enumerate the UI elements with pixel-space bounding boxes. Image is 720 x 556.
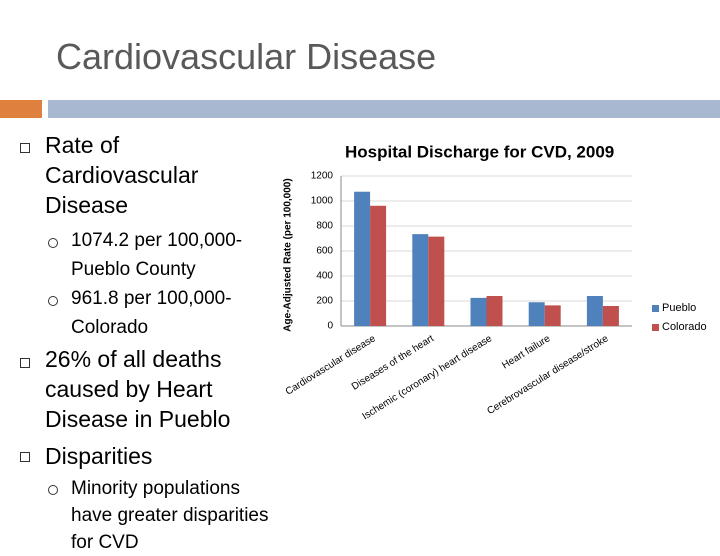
y-tick-label: 400: [316, 271, 333, 282]
x-tick-label: Heart failure: [500, 333, 552, 371]
bullet-text: Disparities: [45, 443, 153, 469]
bar: [412, 234, 429, 326]
bar: [602, 306, 619, 326]
sub-bullet-text: 1074.2 per 100,000- Pueblo County: [71, 230, 243, 280]
chart-title: Hospital Discharge for CVD, 2009: [345, 142, 614, 161]
bullet: [20, 143, 30, 153]
legend-label: Pueblo: [662, 302, 696, 314]
slide-title: Cardiovascular Disease: [56, 36, 437, 77]
sub-bullet-text: 961.8 per 100,000- Colorado: [71, 288, 232, 338]
legend-label: Colorado: [662, 321, 707, 333]
legend-swatch: [652, 305, 659, 312]
bar: [470, 297, 487, 326]
y-tick-label: 1200: [311, 171, 334, 182]
bar: [370, 205, 387, 326]
y-tick-label: 600: [316, 246, 333, 257]
y-tick-label: 800: [316, 221, 333, 232]
x-tick-label: Cardiovascular disease: [284, 333, 378, 398]
y-tick-label: 200: [316, 296, 333, 307]
header-bar: [48, 100, 720, 118]
sub-bullet: [48, 238, 58, 248]
bullet: [20, 358, 30, 368]
bar: [586, 296, 603, 326]
legend-swatch: [652, 324, 659, 331]
bar: [354, 191, 371, 326]
sub-bullet: [48, 296, 58, 306]
bar: [544, 305, 561, 326]
bar: [486, 296, 503, 326]
bullet-text: Rate of Cardiovascular Disease: [45, 132, 199, 218]
bullet: [20, 452, 30, 462]
bullet-text: 26% of all deaths caused by Heart Diseas…: [45, 346, 231, 432]
bar: [428, 236, 445, 326]
bar: [528, 302, 545, 326]
y-axis-title: Age-Adjusted Rate (per 100,000): [283, 178, 294, 331]
y-tick-label: 0: [327, 321, 333, 332]
slide: Cardiovascular Disease Rate of Cardiovas…: [0, 36, 720, 553]
sub-bullet: [48, 485, 58, 495]
chart: Hospital Discharge for CVD, 2009 Age-Adj…: [283, 142, 707, 422]
y-tick-label: 1000: [311, 196, 334, 207]
accent-bar: [0, 100, 42, 118]
x-tick-label: Cerebrovascular disease/stroke: [485, 333, 610, 417]
